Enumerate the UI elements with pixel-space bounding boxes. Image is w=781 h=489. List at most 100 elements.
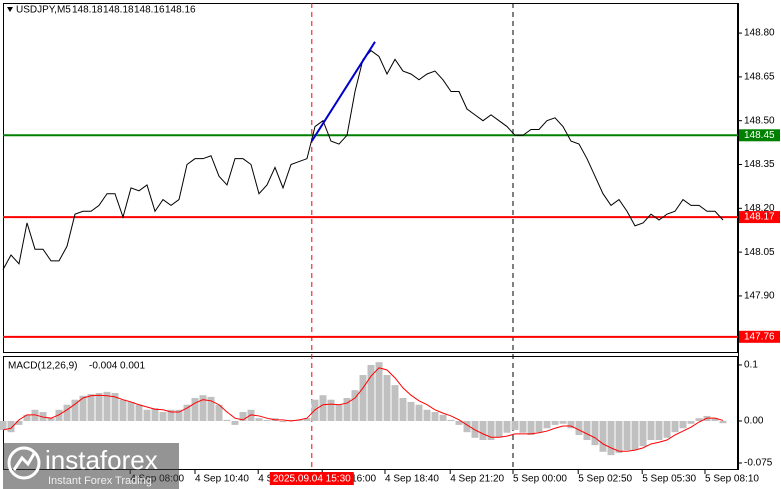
macd-bar (431, 412, 439, 421)
y-tick-label: 148.80 (744, 28, 775, 39)
y-tick-label: 0.1 (744, 360, 758, 371)
y-tick-label: 0.00 (744, 416, 764, 427)
macd-bar (591, 420, 599, 446)
macd-panel-frame (3, 356, 738, 470)
macd-bar (575, 420, 583, 435)
macd-bar (407, 401, 415, 421)
macd-bar (655, 420, 663, 441)
y-tick-label: 148.50 (744, 115, 775, 126)
close-price: 148.16 (165, 5, 196, 16)
signal-line (2, 367, 724, 452)
macd-bar (351, 390, 359, 421)
macd-bar (367, 364, 375, 421)
macd-bar (23, 414, 31, 421)
macd-bar (719, 420, 727, 424)
macd-bar (159, 412, 167, 421)
macd-bar (15, 420, 23, 425)
macd-bar (79, 395, 87, 421)
symbol-title: USDJPY,M5 (16, 5, 71, 16)
macd-bar (279, 420, 287, 423)
macd-bar (687, 420, 695, 424)
macd-bar (167, 409, 175, 421)
trend-line (310, 41, 376, 142)
macd-bar (663, 420, 671, 438)
x-tick-label: 5 Sep 00:00 (513, 474, 567, 485)
macd-bar (255, 418, 263, 421)
macd-bar (583, 420, 591, 441)
macd-bar (39, 412, 47, 421)
macd-bar (535, 420, 543, 433)
macd-bar (127, 401, 135, 421)
price-panel-frame (3, 3, 738, 353)
macd-bar (463, 420, 471, 433)
macd-bar (647, 420, 655, 441)
x-tick-label: 5 Sep 08:10 (705, 474, 759, 485)
level-label-box (739, 211, 780, 224)
macd-bar (87, 394, 95, 421)
macd-bar (119, 399, 127, 421)
macd-bar (503, 420, 511, 433)
macd-bar (543, 420, 551, 429)
macd-bar (295, 419, 303, 421)
y-tick-label: 148.65 (744, 72, 775, 83)
menu-triangle (7, 7, 13, 12)
macd-bar (327, 399, 335, 421)
macd-bar (335, 404, 343, 421)
macd-bar (303, 418, 311, 421)
macd-bar (567, 420, 575, 429)
macd-bar (207, 396, 215, 421)
watermark-brand: instaforex (45, 445, 158, 475)
macd-bar (223, 419, 231, 421)
macd-bar (511, 420, 519, 430)
x-tick-label: 5 Sep 05:30 (642, 474, 696, 485)
macd-bar (391, 385, 399, 421)
macd-bar (215, 404, 223, 421)
high-price: 148.18 (103, 5, 134, 16)
macd-bar (599, 420, 607, 452)
watermark-tagline: Instant Forex Trading (48, 475, 152, 487)
y-tick-label: 148.20 (744, 203, 775, 214)
macd-bar (623, 420, 631, 451)
macd-bar (0, 420, 7, 430)
x-tick-label: 4 Sep 21:20 (450, 474, 504, 485)
low-price: 148.16 (134, 5, 165, 16)
macd-bar (447, 419, 455, 421)
macd-bar (711, 418, 719, 421)
macd-main-value: -0.004 (89, 361, 118, 372)
x-tick-label: 4 Sep 10:40 (195, 474, 249, 485)
macd-bar (559, 420, 567, 424)
level-label: 148.45 (744, 130, 775, 141)
y-tick-label: 148.35 (744, 159, 775, 170)
macd-bar (439, 414, 447, 421)
macd-bar (615, 420, 623, 453)
x-tick-label: 5 Sep 02:50 (578, 474, 632, 485)
macd-bar (111, 392, 119, 421)
level-label-box (739, 330, 780, 343)
macd-bar (607, 420, 615, 456)
y-tick-label: 147.90 (744, 291, 775, 302)
macd-bar (287, 419, 295, 421)
macd-bar (455, 420, 463, 425)
macd-bar (175, 409, 183, 421)
macd-bar (639, 420, 647, 447)
macd-bar (519, 420, 527, 433)
cursor-label-box (269, 472, 354, 485)
macd-bar (423, 409, 431, 421)
macd-bar (495, 420, 503, 438)
macd-bar (359, 375, 367, 421)
macd-bar (31, 409, 39, 421)
level-label: 147.76 (744, 331, 775, 342)
macd-bar (183, 404, 191, 421)
macd-bar (47, 418, 55, 421)
macd-bar (487, 420, 495, 441)
open-price: 148.18 (72, 5, 103, 16)
watermark-logo-mark (12, 451, 37, 471)
y-tick-label: -0.075 (744, 458, 773, 469)
macd-bar (343, 398, 351, 421)
macd-bar (479, 420, 487, 441)
macd-bar (319, 395, 327, 421)
macd-bar (151, 408, 159, 421)
macd-bar (143, 409, 151, 421)
level-label-box (739, 129, 780, 142)
